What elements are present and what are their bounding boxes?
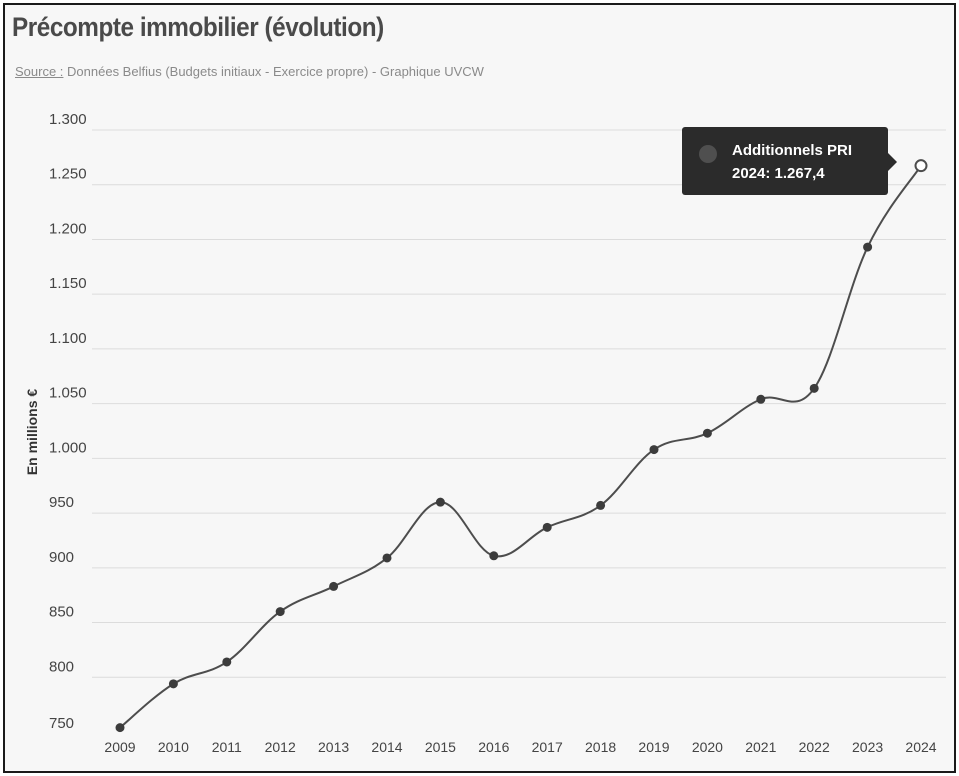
x-tick-label: 2011: [212, 739, 242, 755]
tooltip-value: 2024: 1.267,4: [732, 165, 825, 182]
x-tick-label: 2021: [745, 739, 776, 755]
x-tick-label: 2024: [905, 739, 936, 755]
data-point: [489, 551, 499, 561]
y-tick-label: 750: [49, 715, 74, 732]
data-point: [649, 445, 659, 455]
source-label: Source :: [15, 64, 64, 79]
tooltip-series-name: Additionnels PRI: [732, 142, 852, 159]
data-points: [115, 159, 928, 733]
y-tick-label: 1.150: [49, 275, 87, 292]
x-tick-label: 2015: [425, 739, 456, 755]
data-point: [115, 723, 125, 733]
data-point: [596, 500, 606, 510]
data-point-highlighted: [914, 159, 928, 173]
series-marker-icon: [699, 145, 717, 163]
data-point: [863, 242, 873, 252]
data-point: [168, 679, 178, 689]
data-point: [756, 394, 766, 404]
y-tick-label: 900: [49, 549, 74, 566]
y-tick-label: 800: [49, 658, 74, 675]
chart-title: Précompte immobilier (évolution): [12, 12, 384, 42]
grid-lines: [92, 129, 946, 678]
x-tick-label: 2017: [532, 739, 563, 755]
data-point: [329, 581, 339, 591]
x-tick-label: 2022: [799, 739, 830, 755]
x-tick-label: 2010: [158, 739, 189, 755]
x-tick-label: 2012: [265, 739, 296, 755]
x-tick-label: 2020: [692, 739, 723, 755]
y-tick-label: 950: [49, 494, 74, 511]
tooltip: Additionnels PRI 2024: 1.267,4: [682, 127, 897, 195]
y-tick-label: 1.100: [49, 330, 87, 347]
y-tick-label: 1.250: [49, 166, 87, 183]
source-text: Données Belfius (Budgets initiaux - Exer…: [63, 64, 484, 79]
x-tick-label: 2018: [585, 739, 616, 755]
x-tick-label: 2013: [318, 739, 349, 755]
data-point: [222, 657, 232, 667]
y-tick-label: 1.200: [49, 220, 87, 237]
x-axis-ticks: 2009 2010 2011 2012 2013 2014 2015 2016 2017 2018…: [104, 739, 936, 755]
chart-subtitle: Source : Données Belfius (Budgets initia…: [15, 64, 484, 79]
data-point: [702, 428, 712, 438]
data-point: [542, 522, 552, 532]
data-point: [809, 383, 819, 393]
y-tick-label: 1.050: [49, 385, 87, 402]
tooltip-pointer: [888, 153, 897, 171]
data-point: [382, 553, 392, 563]
y-tick-label: 1.000: [49, 439, 87, 456]
data-point: [275, 607, 285, 617]
y-axis-title: En millions €: [24, 389, 40, 476]
y-tick-label: 850: [49, 604, 74, 621]
x-tick-label: 2009: [104, 739, 135, 755]
y-axis-ticks: 750 800 850 900 950 1.000 1.050 1.100 1.150 1.200…: [49, 111, 87, 732]
y-tick-label: 1.300: [49, 111, 87, 128]
data-point: [435, 497, 445, 507]
series-line-additionnels-pri: [119, 165, 922, 729]
x-tick-label: 2014: [371, 739, 402, 755]
x-tick-label: 2023: [852, 739, 883, 755]
x-tick-label: 2016: [478, 739, 509, 755]
x-tick-label: 2019: [638, 739, 669, 755]
